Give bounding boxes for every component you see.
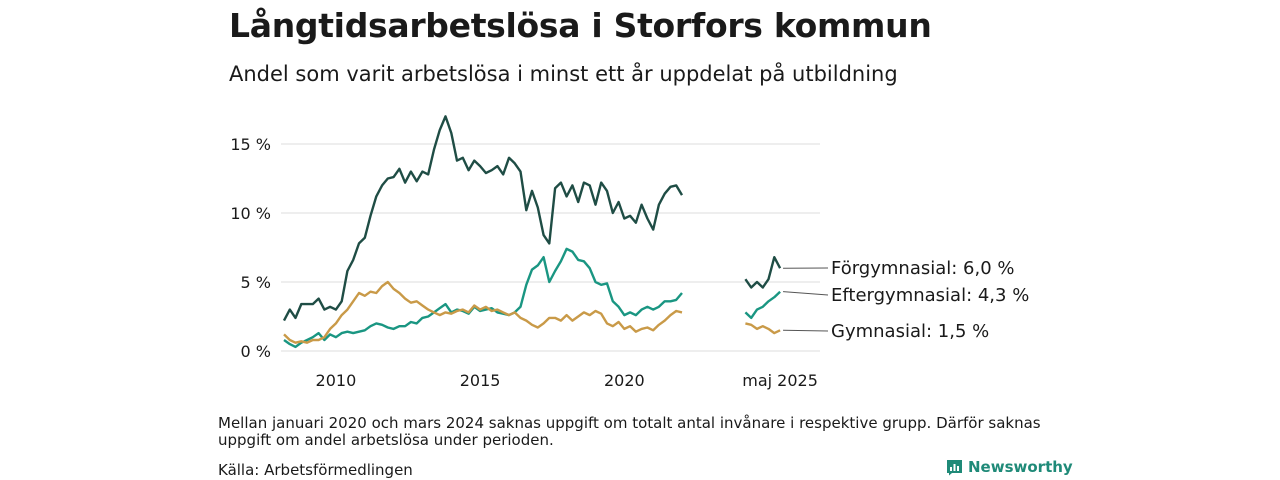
end-label-gymnasial: Gymnasial: 1,5 % [831,321,989,342]
footnote: Mellan januari 2020 och mars 2024 saknas… [218,414,1041,449]
newsworthy-logo-icon [947,459,962,475]
series-line-eftergymnasial [283,247,683,349]
series-line-gymnasial [745,322,781,335]
y-tick-label: 10 % [230,204,271,223]
series-line-gymnasial [283,280,683,344]
y-tick-label: 15 % [230,135,271,154]
chart-title: Långtidsarbetslösa i Storfors kommun [229,6,932,45]
y-tick-label: 5 % [241,273,271,292]
x-tick-label: maj 2025 [742,371,818,390]
brand-name: Newsworthy [968,458,1073,476]
series-end-labels: Förgymnasial: 6,0 % Eftergymnasial: 4,3 %… [783,258,1029,342]
chart-subtitle: Andel som varit arbetslösa i minst ett å… [229,62,898,86]
series-line-f-rgymnasial [282,115,684,322]
x-tick-label: 2010 [316,371,357,390]
x-tick-label: 2015 [460,371,501,390]
end-label-connector [783,329,829,332]
line-chart: 0 % 5 % 10 % 15 % 2010 2015 2020 maj 2025 Förg… [230,115,1029,390]
x-axis-ticks: 2010 2015 2020 maj 2025 [316,371,818,390]
series-lines [282,115,782,349]
series-line-f-rgymnasial [744,256,782,289]
y-axis-ticks: 0 % 5 % 10 % 15 % [230,135,271,361]
source-text: Källa: Arbetsförmedlingen [218,461,413,479]
series-line-eftergymnasial [744,290,781,320]
x-tick-label: 2020 [604,371,645,390]
y-tick-label: 0 % [241,342,271,361]
end-label-connector [783,291,829,296]
grid-lines [281,143,820,352]
brand-logo: Newsworthy [946,458,1073,476]
end-label-eftergymnasial: Eftergymnasial: 4,3 % [831,285,1029,306]
end-label-f-rgymnasial: Förgymnasial: 6,0 % [831,258,1015,279]
